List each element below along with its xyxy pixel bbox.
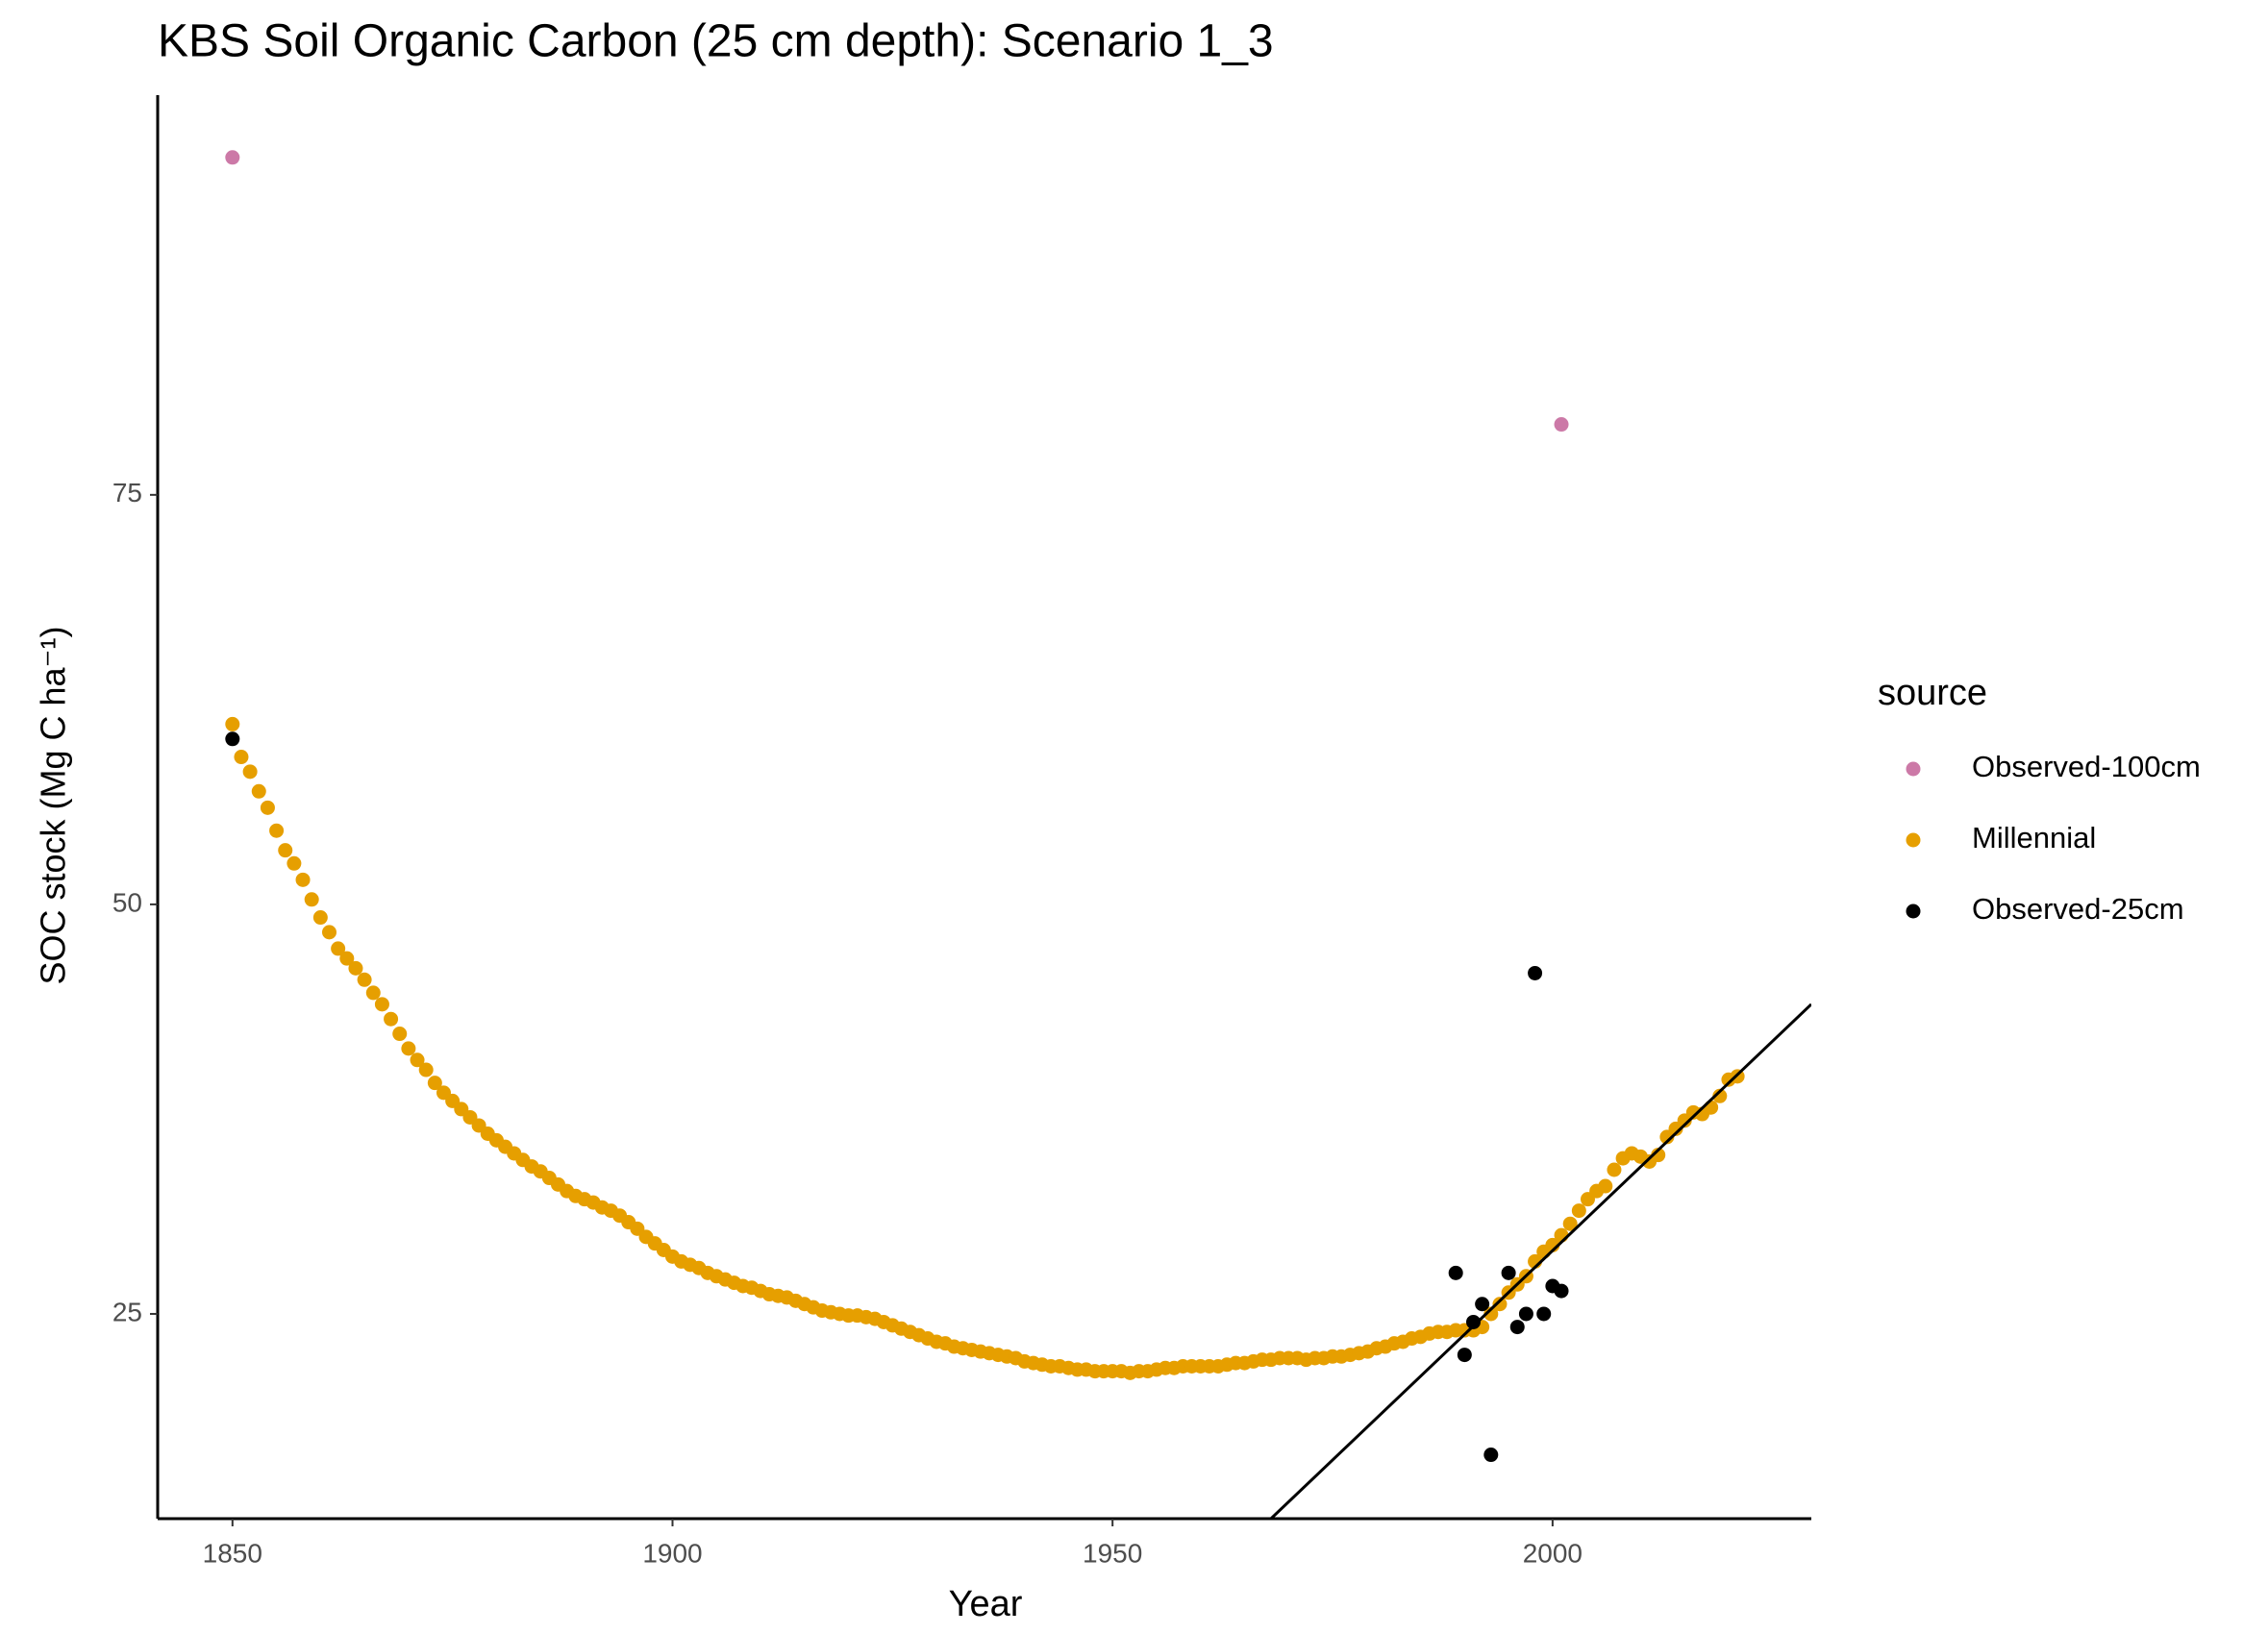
data-point [260,800,275,815]
x-tick-label: 1950 [1083,1538,1142,1568]
data-point [234,750,249,765]
data-point [321,925,336,940]
data-point [1704,1100,1719,1115]
data-point [269,823,285,838]
y-tick-label: 50 [112,887,142,917]
x-tick-label: 1850 [203,1538,262,1568]
data-point [1554,1283,1569,1299]
data-point [1598,1178,1613,1194]
data-point [225,731,240,747]
trend-line [1269,1003,1811,1519]
x-tick-label: 2000 [1523,1538,1583,1568]
data-point [1536,1306,1552,1322]
legend-marker [1906,832,1921,848]
x-axis-title: Year [949,1584,1023,1624]
plot-area [225,150,1811,1519]
y-axis-title: SOC stock (Mg C ha⁻¹) [34,626,73,984]
data-point [225,150,240,165]
x-tick-label: 1900 [642,1538,702,1568]
legend-label: Observed-25cm [1972,892,2184,926]
data-point [1475,1297,1490,1312]
legend-marker [1906,904,1921,919]
data-point [1483,1448,1499,1463]
data-point [251,783,266,799]
legend-label: Observed-100cm [1972,750,2201,783]
data-point [278,843,293,858]
data-point [392,1027,408,1042]
data-point [1501,1265,1516,1280]
data-point [1492,1297,1508,1312]
data-point [225,716,240,731]
y-tick-label: 75 [112,478,142,508]
data-point [304,892,319,907]
data-point [365,985,381,1001]
data-point [1562,1216,1578,1231]
data-point [348,960,363,976]
data-point [295,872,311,887]
data-point [357,972,372,987]
data-point [242,764,258,780]
data-point [410,1052,425,1068]
data-point [384,1011,399,1027]
data-point [1712,1088,1728,1103]
y-tick-label: 25 [112,1297,142,1326]
data-point [427,1076,442,1091]
legend-marker [1906,761,1921,777]
data-point [1465,1314,1481,1329]
data-point [1483,1306,1499,1322]
legend-label: Millennial [1972,821,2096,854]
data-point [374,997,389,1012]
data-point [1571,1203,1586,1219]
data-point [1457,1348,1472,1363]
data-point [287,855,302,871]
data-point [1448,1265,1463,1280]
chart-title: KBS Soil Organic Carbon (25 cm depth): S… [158,16,1274,67]
data-point [1651,1148,1666,1163]
data-point [1528,965,1543,980]
legend-title: source [1878,673,1987,713]
data-point [401,1041,416,1056]
data-point [312,910,328,926]
data-point [418,1062,434,1077]
data-point [331,941,346,956]
data-point [1518,1306,1533,1322]
data-point [1554,417,1569,433]
data-point [1607,1162,1622,1177]
data-point [1509,1320,1525,1335]
data-point [339,951,355,966]
